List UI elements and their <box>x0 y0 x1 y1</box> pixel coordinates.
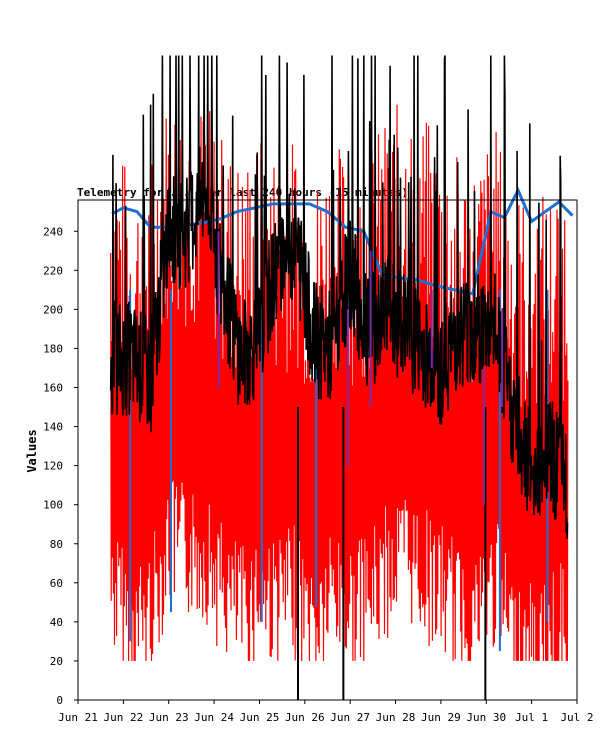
x-tick-label-6: Jun 27 <box>330 711 370 724</box>
x-tick-label-10: Jul 1 <box>515 711 548 724</box>
y-tick-label-10: 200 <box>43 303 63 316</box>
y-axis-label: Values <box>25 429 39 472</box>
y-tick-label-5: 100 <box>43 499 63 512</box>
x-tick-label-11: Jul 2 <box>560 711 593 724</box>
x-tick-label-4: Jun 25 <box>240 711 280 724</box>
y-tick-label-9: 180 <box>43 342 63 355</box>
x-tick-label-1: Jun 22 <box>103 711 143 724</box>
y-tick-label-8: 160 <box>43 382 63 395</box>
x-tick-label-9: Jun 30 <box>466 711 506 724</box>
x-tick-label-7: Jun 28 <box>376 711 416 724</box>
x-tick-label-3: Jun 24 <box>194 711 234 724</box>
y-tick-label-11: 220 <box>43 264 63 277</box>
y-tick-label-2: 40 <box>50 616 63 629</box>
x-tick-label-5: Jun 26 <box>285 711 325 724</box>
x-axis: Jun 21 Jun 22 Jun 23 Jun 24 Jun 25 Jun 26 Jun … <box>58 700 594 724</box>
plot-area <box>77 55 578 701</box>
y-tick-label-12: 240 <box>43 225 63 238</box>
x-tick-label-0: Jun 21 <box>58 711 98 724</box>
y-axis: 0 20 40 60 80 100 120 140 160 180 200 220 240 <box>43 225 78 707</box>
y-tick-label-3: 60 <box>50 577 63 590</box>
y-tick-label-7: 140 <box>43 421 63 434</box>
y-tick-label-6: 120 <box>43 460 63 473</box>
x-tick-label-8: Jun 29 <box>421 711 461 724</box>
y-tick-label-0: 0 <box>56 694 63 707</box>
x-tick-label-2: Jun 23 <box>149 711 189 724</box>
y-tick-label-1: 20 <box>50 655 63 668</box>
y-tick-label-4: 80 <box>50 538 63 551</box>
series-black-line <box>109 55 569 539</box>
plot-frame <box>77 199 578 701</box>
